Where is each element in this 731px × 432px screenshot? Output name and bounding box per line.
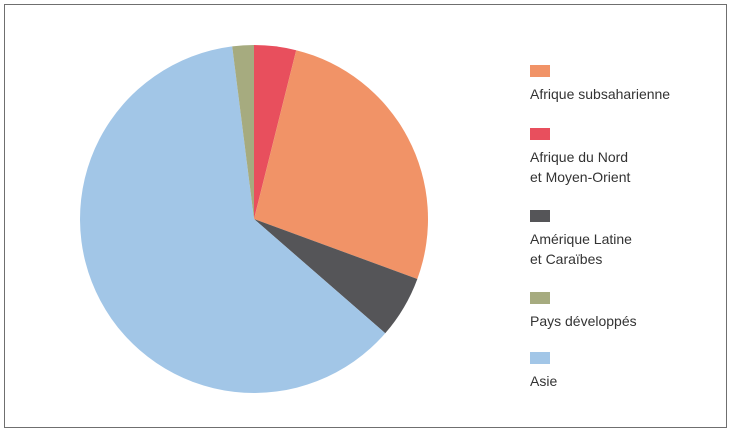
pie-slice-0 [254, 50, 429, 279]
legend-swatch [530, 128, 550, 140]
pie-slice-1 [254, 45, 297, 219]
pie-slice-3 [232, 45, 254, 219]
legend-label: Amérique Latine et Caraïbes [530, 231, 632, 267]
legend-label: Afrique du Nord et Moyen-Orient [530, 149, 631, 185]
pie-slice-2 [254, 219, 418, 334]
legend-label: Pays développés [530, 313, 637, 329]
legend-swatch [530, 65, 550, 77]
chart-frame: Afrique subsaharienne Afrique du Nord et… [4, 4, 727, 428]
legend-label: Asie [530, 373, 558, 389]
legend-swatch [530, 352, 550, 364]
legend-swatch [530, 210, 550, 222]
pie-chart [80, 45, 429, 393]
legend-label: Afrique subsaharienne [530, 86, 671, 102]
legend-swatch [530, 292, 550, 304]
pie-slice-4 [80, 46, 386, 393]
